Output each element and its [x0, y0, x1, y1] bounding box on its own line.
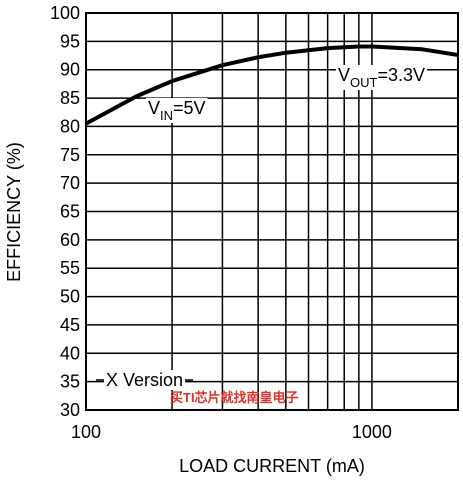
y-tick-label: 85 — [60, 88, 80, 108]
y-tick-label: 60 — [60, 230, 80, 250]
y-tick-label: 50 — [60, 287, 80, 307]
annotation: VOUT=3.3V — [338, 65, 425, 90]
y-tick-label: 95 — [60, 31, 80, 51]
y-tick-label: 100 — [50, 3, 80, 23]
annotation-sub: OUT — [350, 75, 378, 90]
y-tick-label: 65 — [60, 202, 80, 222]
watermark: 买TI芯片就找南皇电子 — [170, 390, 299, 405]
annotation-main: V — [148, 98, 160, 118]
plot-frame — [85, 12, 459, 411]
x-axis-label: LOAD CURRENT (mA) — [179, 456, 365, 476]
y-tick-label: 35 — [60, 372, 80, 392]
annotation-sub: IN — [160, 108, 173, 123]
annotation: X Version — [106, 370, 183, 390]
annotation-background — [104, 370, 186, 390]
y-tick-label: 30 — [60, 400, 80, 420]
annotation-rest: =5V — [173, 98, 206, 118]
x-tick-label: 1000 — [352, 422, 392, 442]
y-tick-label: 80 — [60, 116, 80, 136]
y-tick-label: 40 — [60, 343, 80, 363]
y-tick-label: 75 — [60, 145, 80, 165]
annotation-main: V — [338, 65, 350, 85]
annotation-background — [146, 98, 208, 123]
y-tick-label: 45 — [60, 315, 80, 335]
annotation-rest: =3.3V — [377, 65, 425, 85]
annotation-background — [336, 65, 428, 90]
annotation: VIN=5V — [148, 98, 206, 123]
line — [85, 44, 459, 126]
x-tick-label: 100 — [71, 422, 101, 442]
y-axis-label: EFFICIENCY (%) — [4, 142, 24, 282]
y-tick-label: 70 — [60, 173, 80, 193]
y-tick-label: 55 — [60, 258, 80, 278]
y-tick-label: 90 — [60, 60, 80, 80]
